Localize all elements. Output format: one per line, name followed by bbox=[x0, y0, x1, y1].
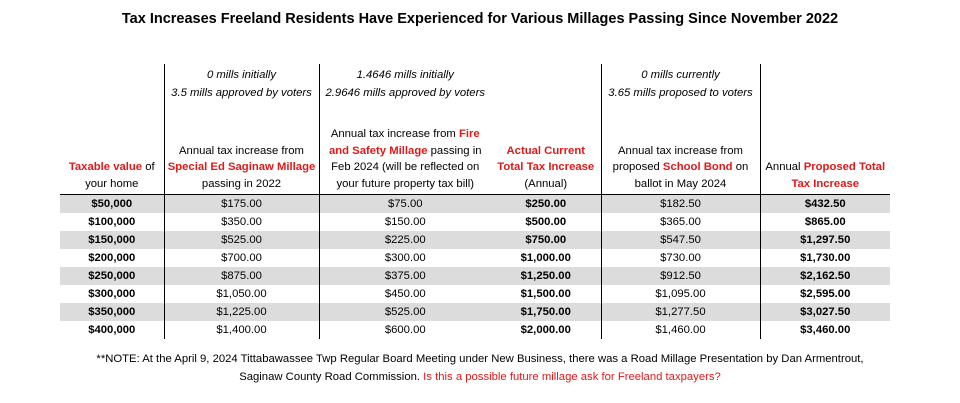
taxable-value-cell: $100,000 bbox=[88, 216, 136, 228]
amount-cell: $600.00 bbox=[318, 321, 491, 339]
amount-cell: $1,730.00 bbox=[759, 249, 890, 267]
taxable-value-cell: $350,000 bbox=[60, 303, 164, 321]
column-header: Annual Proposed Total Tax Increase bbox=[759, 102, 890, 195]
amount-cell: $2,595.00 bbox=[759, 285, 890, 303]
taxable-value-cell: $50,000 bbox=[60, 194, 164, 213]
column-header: Actual Current Total Tax Increase (Annua… bbox=[491, 102, 601, 195]
column-header-text: Annual bbox=[765, 161, 804, 173]
column-header-text: (Annual) bbox=[524, 177, 568, 190]
amount-cell: $730.00 bbox=[600, 249, 760, 267]
amount-cell: $875.00 bbox=[163, 267, 319, 285]
column-header-text: passing in 2022 bbox=[201, 177, 282, 190]
taxable-value-cell: $300,000 bbox=[88, 288, 136, 300]
amount-cell: $365.00 bbox=[600, 213, 760, 231]
column-header-highlight: Taxable value bbox=[68, 161, 143, 173]
table-row: $400,000 $1,400.00 $600.00 $2,000.00 $1,460.… bbox=[60, 321, 890, 339]
amount-cell: $3,027.50 bbox=[759, 303, 890, 321]
table-row: $50,000 $175.00 $75.00 $250.00 $182.50 $432.5… bbox=[60, 194, 890, 213]
amount-cell: $225.00 bbox=[318, 231, 491, 249]
amount-cell: $1,400.00 bbox=[163, 321, 319, 339]
millage-info-cell: 0 mills currently 3.65 mills proposed to … bbox=[600, 64, 760, 102]
millage-info-line: 1.4646 mills initially bbox=[356, 69, 454, 81]
millage-info-cell: 1.4646 mills initially 2.9646 mills appro… bbox=[318, 64, 491, 102]
table-row: $250,000 $875.00 $375.00 $1,250.00 $912.50 $2… bbox=[60, 267, 890, 285]
taxable-value-cell: $150,000 bbox=[60, 231, 164, 249]
amount-cell: $750.00 bbox=[491, 231, 601, 249]
amount-cell: $1,750.00 bbox=[491, 303, 601, 321]
footnote-line-2-text: Saginaw County Road Commission. bbox=[239, 371, 421, 383]
tax-increase-table: 0 mills initially 3.5 mills approved by v… bbox=[60, 64, 890, 339]
column-header: Annual tax increase from Fire and Safety… bbox=[318, 102, 491, 195]
table-row: $300,000 $1,050.00 $450.00 $1,500.00 $1,095.… bbox=[60, 285, 890, 303]
amount-cell: $300.00 bbox=[318, 249, 491, 267]
taxable-value-cell: $400,000 bbox=[88, 324, 136, 336]
column-header: Taxable value of your home bbox=[60, 102, 164, 195]
amount-cell: $3,460.00 bbox=[759, 321, 890, 339]
table-row: $150,000 $525.00 $225.00 $750.00 $547.50 $1,2… bbox=[60, 231, 890, 249]
amount-cell: $432.50 bbox=[759, 194, 890, 213]
amount-cell: $1,250.00 bbox=[491, 267, 601, 285]
column-header: Annual tax increase from proposed School… bbox=[600, 102, 760, 195]
amount-cell: $1,297.50 bbox=[759, 231, 890, 249]
amount-cell: $182.50 bbox=[600, 194, 760, 213]
column-header-highlight: Fire and Safety Millage bbox=[328, 128, 480, 157]
amount-cell: $1,095.00 bbox=[600, 285, 760, 303]
amount-cell: $865.00 bbox=[759, 213, 890, 231]
column-header-highlight: School Bond bbox=[662, 161, 733, 173]
amount-cell: $912.50 bbox=[600, 267, 760, 285]
amount-cell: $375.00 bbox=[318, 267, 491, 285]
column-header-text: Annual tax increase from bbox=[179, 144, 304, 157]
millage-info-line: 2.9646 mills approved by voters bbox=[325, 87, 486, 99]
column-header-text: of your home bbox=[85, 161, 155, 190]
column-header-text: Annual tax increase from proposed bbox=[612, 144, 743, 174]
taxable-value-cell: $250,000 bbox=[60, 267, 164, 285]
amount-cell: $75.00 bbox=[318, 194, 491, 213]
millage-info-line: 3.5 mills approved by voters bbox=[171, 87, 312, 99]
amount-cell: $1,000.00 bbox=[520, 252, 571, 264]
millage-info-cell bbox=[60, 64, 164, 102]
millage-info-cell: 0 mills initially 3.5 mills approved by v… bbox=[163, 64, 319, 102]
footnote-line-2: Saginaw County Road Commission. Is this … bbox=[0, 368, 960, 386]
footnote: **NOTE: At the April 9, 2024 Tittabawass… bbox=[0, 350, 960, 386]
amount-cell: $500.00 bbox=[525, 216, 567, 228]
column-header-row: Taxable value of your home Annual tax inc… bbox=[60, 102, 890, 195]
column-header: Annual tax increase from Special Ed Sagi… bbox=[163, 102, 319, 195]
column-header-highlight: Special Ed Saginaw Millage bbox=[167, 161, 316, 173]
amount-cell: $1,225.00 bbox=[163, 303, 319, 321]
amount-cell: $2,000.00 bbox=[520, 324, 571, 336]
table-row: $100,000 $350.00 $150.00 $500.00 $365.00 $865… bbox=[60, 213, 890, 231]
taxable-value-cell: $200,000 bbox=[88, 252, 136, 264]
millage-info-line: 0 mills initially bbox=[206, 69, 277, 81]
amount-cell: $1,050.00 bbox=[163, 285, 319, 303]
amount-cell: $1,277.50 bbox=[600, 303, 760, 321]
amount-cell: $150.00 bbox=[318, 213, 491, 231]
amount-cell: $700.00 bbox=[163, 249, 319, 267]
millage-info-cell bbox=[759, 64, 890, 102]
table-row: $350,000 $1,225.00 $525.00 $1,750.00 $1,277.… bbox=[60, 303, 890, 321]
amount-cell: $250.00 bbox=[491, 194, 601, 213]
column-header-highlight: Actual Current Total Tax Increase bbox=[497, 144, 595, 174]
column-header-text: on ballot in May 2024 bbox=[634, 161, 749, 190]
amount-cell: $547.50 bbox=[600, 231, 760, 249]
amount-cell: $350.00 bbox=[163, 213, 319, 231]
millage-info-line: 3.65 mills proposed to voters bbox=[608, 87, 753, 99]
millage-info-line: 0 mills currently bbox=[641, 69, 720, 81]
amount-cell: $2,162.50 bbox=[759, 267, 890, 285]
footnote-line-1: **NOTE: At the April 9, 2024 Tittabawass… bbox=[96, 353, 864, 365]
footnote-question: Is this a possible future millage ask fo… bbox=[423, 371, 721, 383]
amount-cell: $525.00 bbox=[318, 303, 491, 321]
amount-cell: $1,500.00 bbox=[520, 288, 571, 300]
page-title: Tax Increases Freeland Residents Have Ex… bbox=[121, 11, 839, 27]
column-header-text: passing in Feb 2024 (will be reflected o… bbox=[331, 144, 482, 190]
table-row: $200,000 $700.00 $300.00 $1,000.00 $730.00 $1… bbox=[60, 249, 890, 267]
amount-cell: $175.00 bbox=[163, 194, 319, 213]
column-header-highlight: Proposed Total Tax Increase bbox=[791, 161, 886, 190]
column-header-text: Annual tax increase from bbox=[330, 128, 459, 140]
millage-info-cell bbox=[491, 64, 601, 102]
amount-cell: $1,460.00 bbox=[600, 321, 760, 339]
millage-info-row: 0 mills initially 3.5 mills approved by v… bbox=[60, 64, 890, 102]
amount-cell: $525.00 bbox=[163, 231, 319, 249]
amount-cell: $450.00 bbox=[318, 285, 491, 303]
